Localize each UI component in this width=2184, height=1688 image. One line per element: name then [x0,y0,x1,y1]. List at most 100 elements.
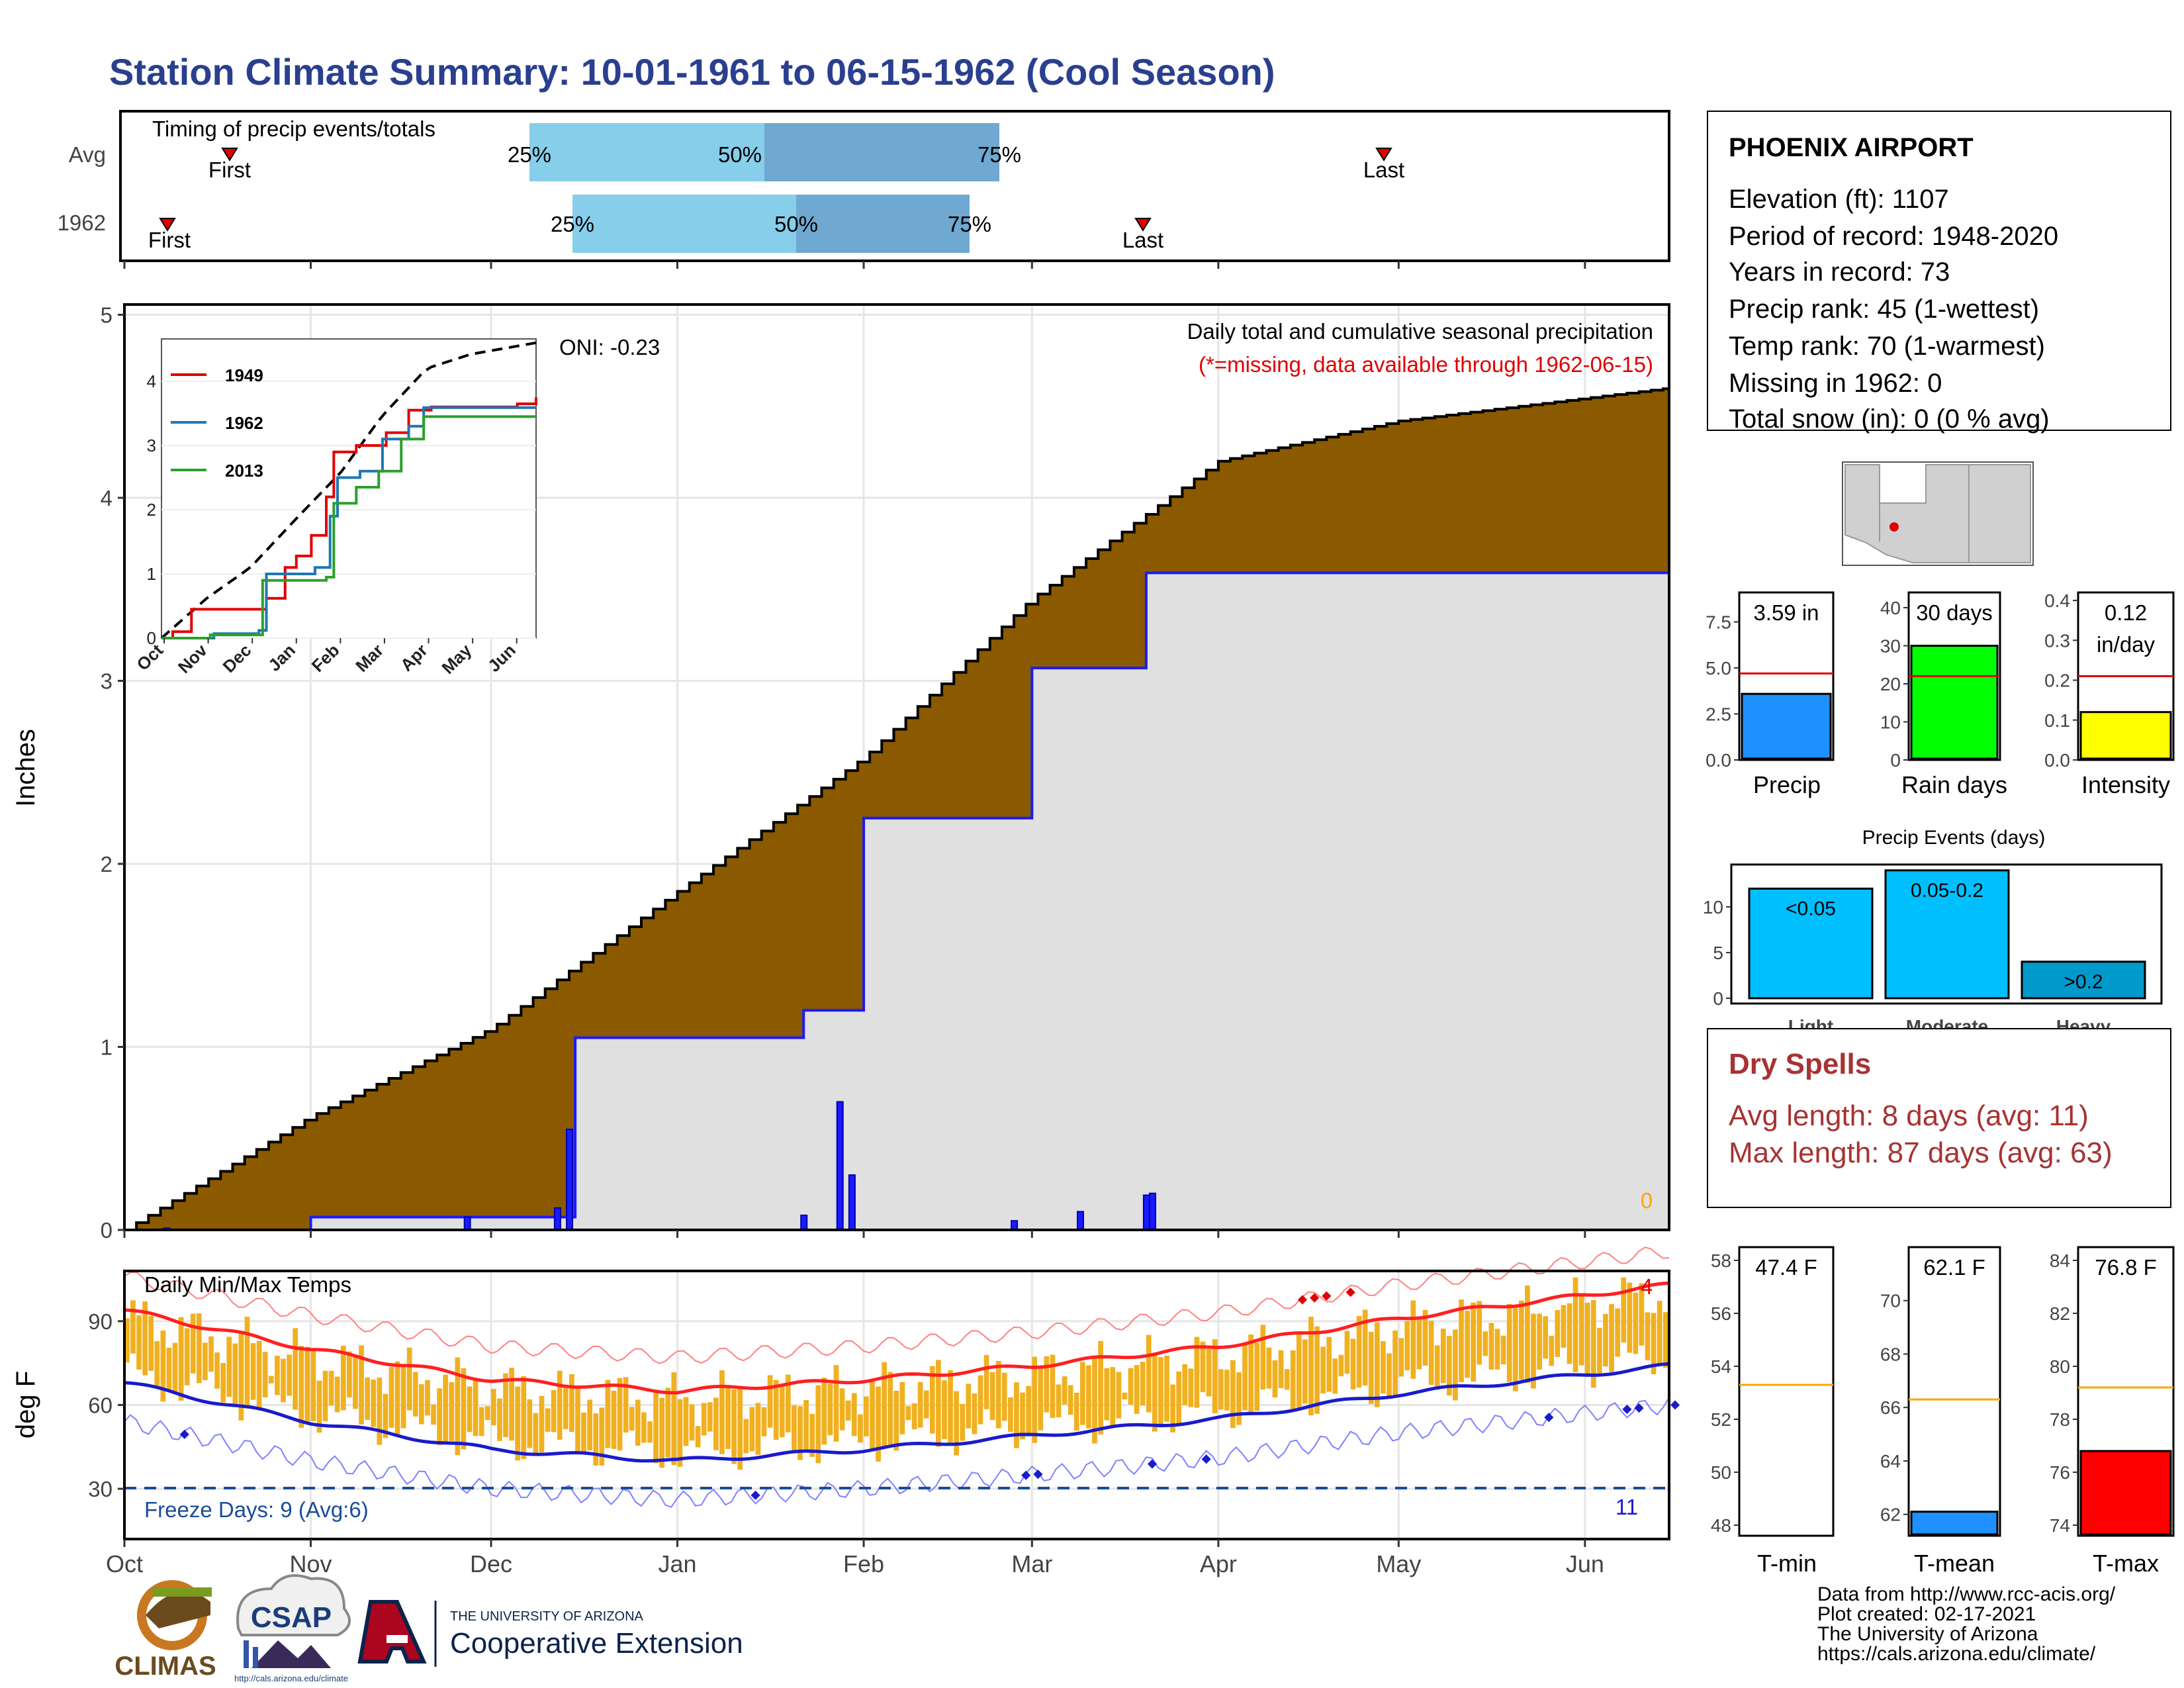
daily-temp-bar [425,1380,430,1416]
record-high-marker [1322,1291,1332,1301]
daily-temp-bar [533,1413,539,1456]
month-tick-label: Nov [290,1550,332,1577]
locator-map [1842,461,2034,566]
daily-temp-bar [1531,1313,1536,1389]
daily-temp-bar [1549,1335,1555,1366]
daily-temp-bar [911,1403,917,1430]
station-years: Years in record: 73 [1729,258,1950,287]
daily-temp-bar [1062,1376,1068,1405]
events-title: Precip Events (days) [1862,827,2046,849]
daily-temp-bar [815,1385,821,1464]
temp-ytick-label: 90 [88,1309,113,1334]
ua-name: THE UNIVERSITY OF ARIZONA [450,1609,644,1624]
mini-tick-label: 82 [2050,1303,2070,1324]
mini-precip-label: Precip [1753,771,1821,798]
daily-temp-bar [737,1389,743,1470]
credit-plot-date: Plot created: 02-17-2021 [1817,1603,2036,1625]
mini-tick-label: 62 [1880,1505,1901,1525]
mini-tick-label: 78 [2050,1409,2070,1430]
mini-intensity-label: Intensity [2081,771,2170,798]
daily-temp-bar [334,1376,340,1413]
timing-avg-q2-bar [764,123,999,181]
daily-temp-bar [467,1386,473,1432]
daily-precip-bar [1011,1220,1019,1231]
mini-value-label: 30 days [1916,600,1993,625]
daily-temp-bar [1578,1296,1584,1366]
daily-temp-bar [923,1390,929,1419]
timing-1962-first-marker [159,218,176,232]
daily-temp-bar [353,1354,358,1409]
credit-university: The University of Arizona [1817,1623,2038,1645]
inset-ytick-label: 4 [147,371,156,391]
mini-value-label: 3.59 in [1753,600,1819,625]
daily-temp-bar [671,1372,677,1466]
daily-temp-bar [1374,1322,1380,1407]
precip-ytick-label: 5 [101,303,113,328]
mini-tick-label: 50 [1711,1462,1731,1483]
daily-temp-bar [1543,1316,1549,1359]
inset-line-1949 [161,397,537,639]
daily-temp-bar [833,1365,839,1442]
daily-temp-bar [1416,1319,1422,1370]
station-elevation: Elevation (ft): 1107 [1729,185,1949,214]
mini-tick-label: 84 [2050,1250,2070,1271]
station-precip-rank: Precip rank: 45 (1-wettest) [1729,295,2039,324]
mini-tmax-label: T-max [2093,1550,2159,1577]
avg-min-line [124,1362,1670,1463]
events-tick-label: 0 [1713,988,1723,1009]
daily-temp-bar [1086,1365,1091,1429]
precip-missing-count: 0 [1641,1188,1653,1213]
month-tick-label: Jan [658,1550,696,1577]
month-tick-label: Dec [470,1550,512,1577]
timing-1962-last: Last [1122,228,1163,252]
daily-temp-bar [617,1378,623,1451]
mini-tick-label: 30 [1880,636,1901,657]
daily-temp-bar [1446,1336,1452,1396]
mini-precip-chart: 0.0 2.5 5.0 7.5 3.59 in Precip [1706,591,1835,798]
daily-temp-bar [449,1382,455,1441]
daily-temp-bar [1140,1362,1146,1405]
daily-temp-bar [203,1342,208,1381]
event-bar-light [1748,887,1874,1000]
daily-precip-bar [1142,1194,1150,1231]
mini-tick-label: 5.0 [1706,658,1731,679]
daily-temp-bar [767,1375,773,1428]
daily-temp-bar [431,1404,436,1425]
daily-temp-bar [1272,1360,1278,1398]
daily-temp-bar [281,1358,286,1403]
daily-temp-bar [377,1378,383,1445]
daily-temp-bar [887,1372,893,1445]
daily-temp-bar [1278,1350,1284,1388]
daily-temp-bar [365,1377,370,1420]
mini-tick-label: 48 [1711,1515,1731,1536]
daily-temp-bar [707,1402,713,1432]
daily-temp-bar [641,1412,647,1443]
daily-temp-bar [1381,1341,1386,1394]
daily-temp-bar [1662,1312,1668,1368]
daily-temp-bar [575,1387,580,1453]
daily-temp-bar [581,1412,586,1454]
daily-precip-bar [566,1128,574,1231]
record-high-count: 4 [1641,1274,1653,1299]
daily-temp-bar [310,1348,316,1421]
daily-temp-bar [1422,1309,1428,1366]
daily-temp-bar [1482,1331,1488,1356]
csap-url: http://cals.arizona.edu/climate [234,1673,348,1683]
daily-temp-bar [1038,1367,1044,1430]
mini-tmin-chart: 48 50 52 54 56 58 47.4 F T-min [1711,1246,1835,1577]
mini-value-label: 0.12 [2105,600,2147,625]
oni-label: ONI: -0.23 [559,335,660,359]
daily-temp-bar [1459,1299,1464,1383]
precip-missing-note: (*=missing, data available through 1962-… [1199,352,1653,377]
timing-1962-p75: 75% [948,212,991,236]
daily-temp-bar [785,1374,791,1432]
daily-temp-bar [316,1380,322,1433]
daily-temp-bar [1242,1343,1248,1411]
daily-temp-bar [1128,1368,1134,1405]
daily-temp-bar [1152,1352,1158,1432]
daily-temp-bar [1657,1301,1662,1366]
mini-tick-label: 0.0 [1706,750,1731,771]
daily-temp-bar [1194,1336,1200,1408]
daily-temp-bar [1236,1372,1242,1425]
daily-temp-bar [905,1406,911,1421]
